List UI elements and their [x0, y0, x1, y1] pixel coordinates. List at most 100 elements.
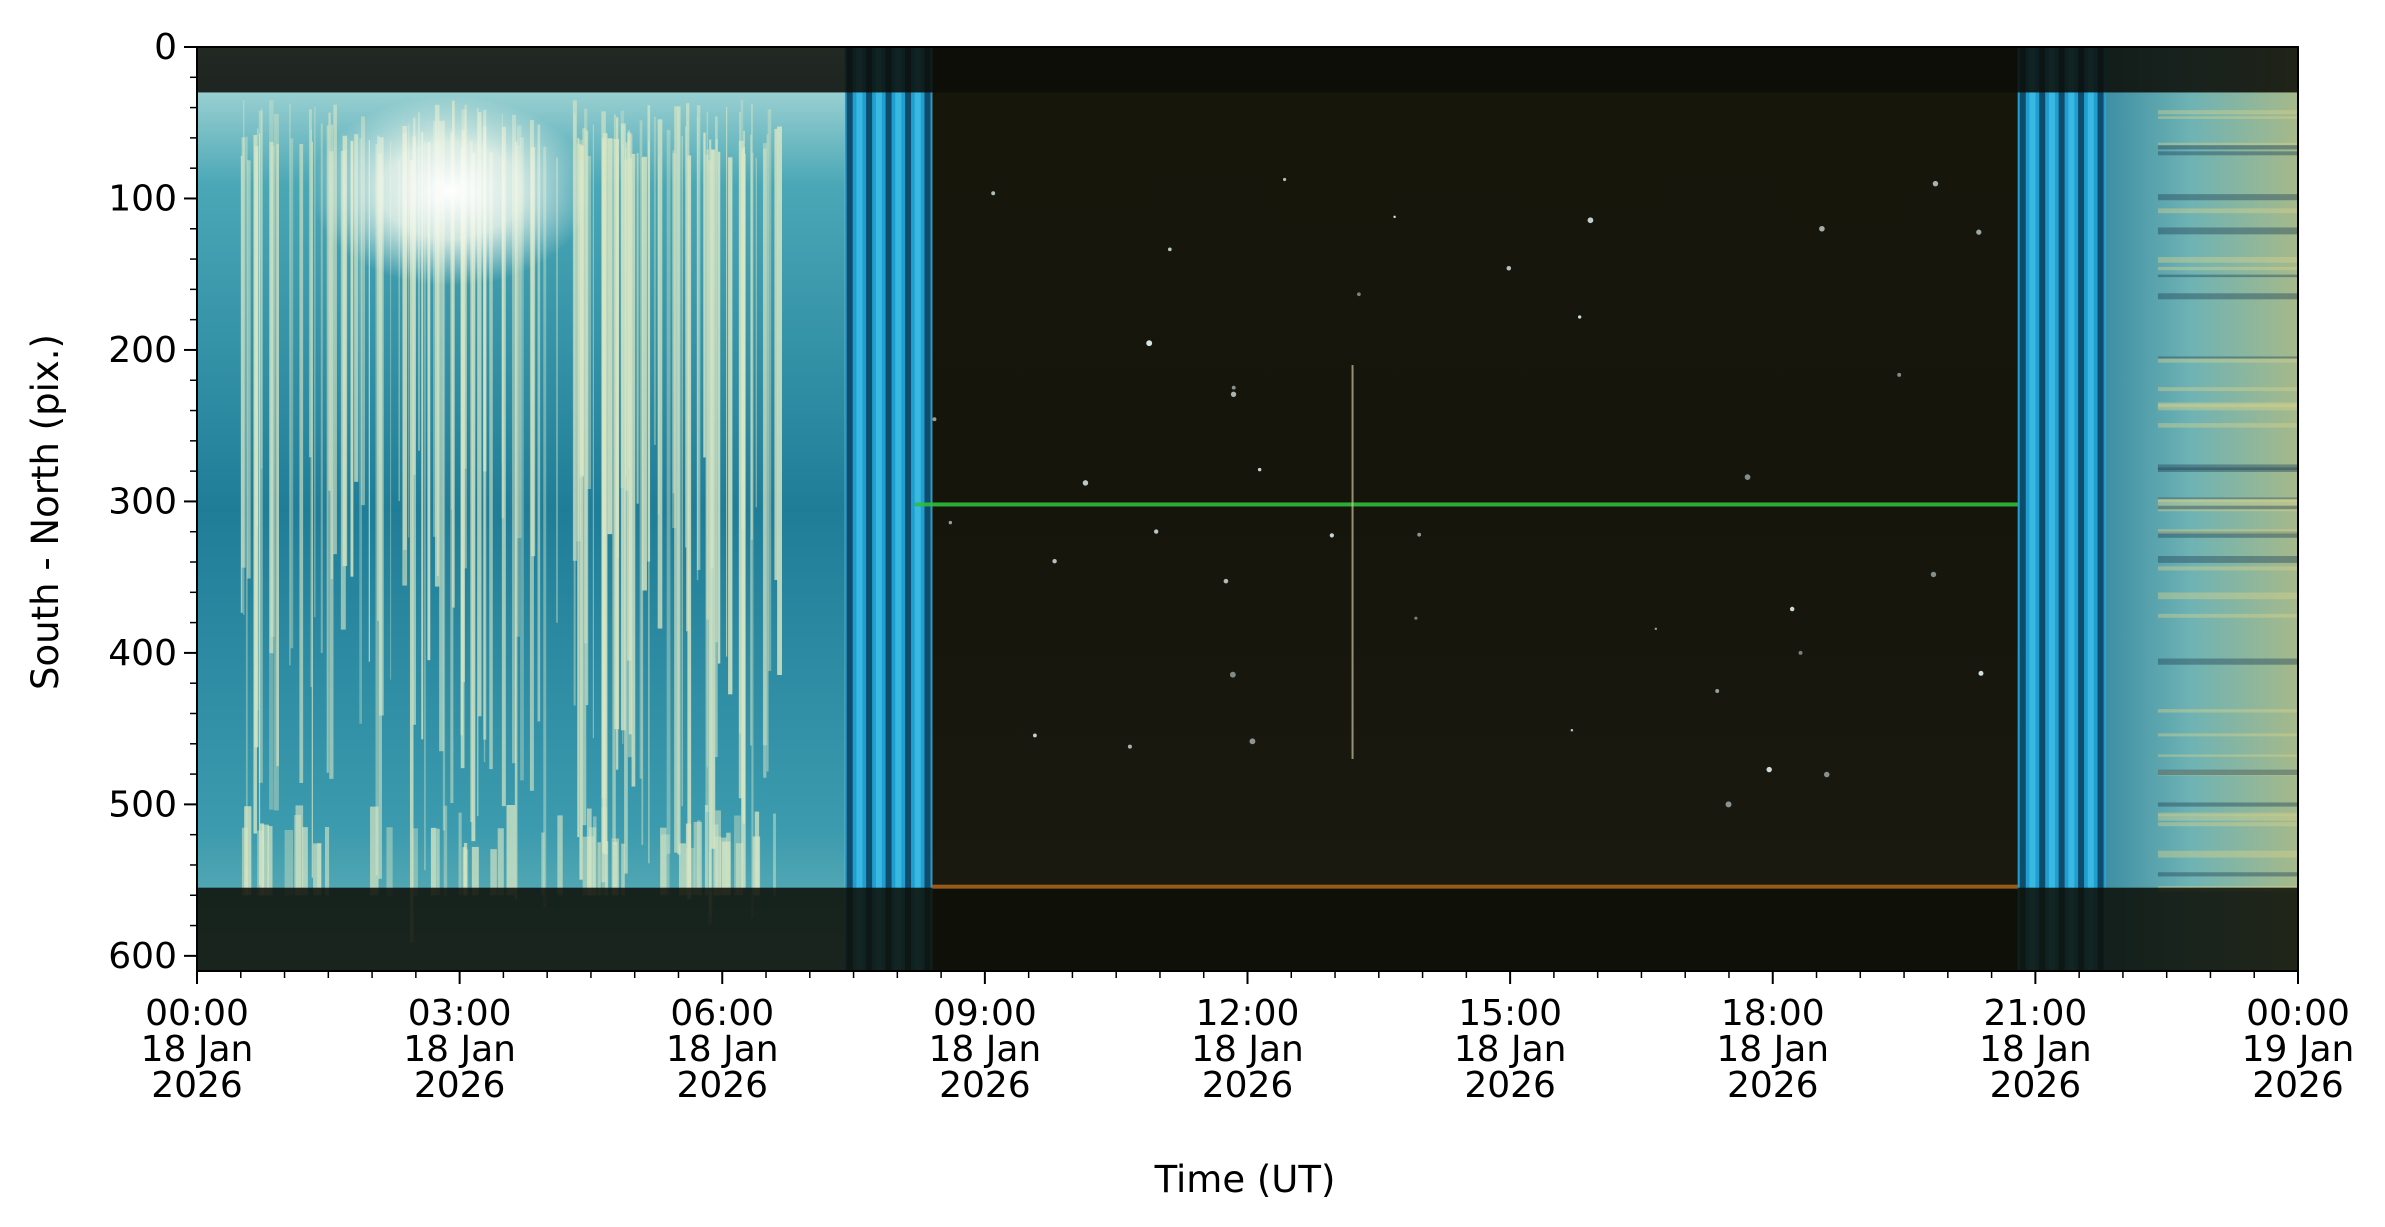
cloud-streak-low — [582, 836, 590, 896]
star — [1257, 467, 1262, 472]
plot-area — [196, 46, 2299, 972]
cloud-streak — [666, 129, 671, 854]
cloud-streak-low — [601, 807, 608, 896]
star — [1283, 177, 1287, 182]
cloud-streak — [269, 141, 274, 654]
cloud-streak-low — [458, 812, 462, 896]
x-tick-label: 18 Jan — [403, 1029, 516, 1070]
cloud-streak-morning — [2157, 770, 2298, 776]
cloud-streak-morning — [2157, 505, 2298, 510]
cloud-streak — [276, 144, 280, 767]
cloud-streak-morning — [2157, 356, 2298, 359]
cloud-streak-low — [723, 837, 727, 896]
horizon-glow — [932, 884, 2018, 889]
cloud-streak-morning — [2157, 733, 2298, 737]
cloud-streak-morning — [2157, 142, 2298, 146]
star — [1249, 738, 1256, 745]
cloud-streak-morning — [2157, 110, 2298, 115]
cloud-streak — [489, 152, 493, 770]
cloud-streak-morning — [2157, 769, 2298, 776]
star — [1052, 559, 1057, 564]
cloud-streak — [612, 138, 615, 840]
cloud-streak — [390, 140, 392, 680]
cloud-streak — [672, 150, 675, 494]
star — [932, 417, 937, 422]
x-tick-label: 18 Jan — [929, 1029, 1042, 1070]
band-night — [932, 47, 2018, 971]
cloud-streak-morning — [2157, 872, 2298, 877]
cloud-streak — [329, 151, 334, 779]
cloud-streak — [460, 147, 465, 769]
cloud-streak — [290, 138, 294, 649]
star — [1033, 733, 1037, 738]
cloud-streak — [326, 125, 329, 773]
x-tick-label: 2026 — [1202, 1065, 1294, 1106]
cloud-streak-morning — [2157, 358, 2298, 363]
y-tick-label: 300 — [108, 481, 177, 522]
cloud-streak — [709, 139, 712, 915]
cloud-streak-morning — [2157, 116, 2298, 119]
cloud-streak — [762, 143, 768, 746]
cloud-streak — [269, 100, 274, 810]
twilight-stripe — [914, 47, 921, 971]
cloud-streak — [728, 157, 733, 695]
y-tick-label: 0 — [154, 27, 177, 68]
x-tick-label: 00:00 — [2246, 993, 2350, 1034]
x-tick-label: 12:00 — [1196, 993, 1300, 1034]
cloud-streak — [452, 100, 455, 608]
cloud-streak — [586, 155, 592, 489]
cloud-streak-low — [735, 843, 744, 896]
x-tick-label: 2026 — [414, 1065, 506, 1106]
cloud-streak-low — [772, 813, 777, 896]
cloud-streak-morning — [2157, 208, 2298, 214]
x-tick-label: 18:00 — [1721, 993, 1825, 1034]
cloud-streak-low — [704, 805, 709, 896]
star — [1725, 801, 1732, 808]
cloud-streak — [767, 109, 772, 671]
cloud-streak-low — [612, 842, 618, 896]
cloud-streak — [579, 145, 585, 476]
star — [1744, 474, 1751, 480]
cloud-streak — [766, 134, 769, 772]
x-tick-label: 18 Jan — [1454, 1029, 1567, 1070]
y-axis: 0 100 200 300 400 500 600 — [108, 27, 197, 977]
cloud-streak-morning — [2157, 499, 2298, 507]
x-tick-label: 21:00 — [1984, 993, 2088, 1034]
x-tick-label: 15:00 — [1458, 993, 1562, 1034]
cloud-streak — [627, 134, 633, 758]
cloud-streak — [402, 125, 408, 586]
cloud-streak-low — [471, 846, 479, 896]
cloud-streak — [636, 153, 639, 504]
cloud-streak-low — [259, 823, 265, 896]
cloud-streak — [350, 140, 354, 577]
star — [1223, 578, 1229, 584]
star — [1127, 744, 1132, 749]
cloud-streak-low — [284, 830, 294, 896]
twilight-stripe — [2097, 47, 2104, 971]
cloud-streak — [530, 147, 536, 557]
twilight-stripe — [866, 47, 873, 971]
cloud-streak-morning — [2157, 227, 2298, 235]
cloud-streak-low — [443, 805, 448, 896]
cloud-streak — [657, 119, 663, 629]
x-tick-label: 2026 — [1464, 1065, 1556, 1106]
cloud-streak — [320, 123, 323, 654]
star — [1823, 771, 1830, 778]
cloud-streak-low — [659, 827, 667, 896]
cloud-streak — [738, 140, 744, 799]
star — [1414, 616, 1418, 620]
cloud-streak — [260, 108, 263, 469]
cloud-streak — [631, 153, 636, 787]
cloud-streak — [289, 103, 291, 666]
cloud-streak-low — [696, 820, 701, 896]
star — [1393, 215, 1396, 219]
cloud-streak — [686, 103, 690, 632]
cloud-streak-morning — [2157, 497, 2298, 500]
cloud-streak-low — [462, 847, 467, 896]
bottom-mask — [197, 887, 2298, 971]
cloud-streak-morning — [2157, 403, 2298, 411]
cloud-streak — [613, 114, 616, 846]
star — [1654, 627, 1658, 631]
star — [1146, 340, 1153, 347]
twilight-stripe — [2039, 47, 2046, 971]
